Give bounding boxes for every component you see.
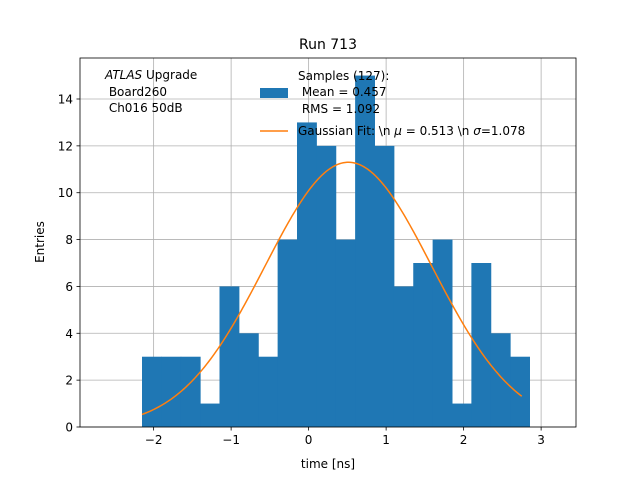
histogram-bars [142, 75, 530, 428]
histogram-bar [238, 333, 259, 427]
board-label: Board260 [105, 85, 167, 99]
histogram-bar [452, 403, 472, 427]
legend-hist-line-2: Mean = 0.457 [298, 85, 387, 99]
histogram-bar [355, 75, 375, 428]
histogram-bar [510, 356, 530, 427]
x-axis-ticks: −2 −1 0 1 2 3 [145, 427, 545, 447]
legend-hist-line-1: Samples (127): [298, 69, 389, 83]
chart-title: Run 713 [299, 37, 357, 53]
x-axis-label: time [ns] [301, 457, 355, 471]
y-tick-label: 4 [65, 327, 73, 341]
atlas-label: ATLAS [104, 68, 143, 82]
y-axis-ticks: 0 2 4 6 8 10 12 14 [58, 93, 80, 435]
histogram-bar [180, 356, 201, 427]
plot-frame [79, 57, 577, 428]
x-tick-label: 1 [382, 433, 390, 447]
histogram-bar [490, 333, 511, 427]
gaussian-fit-curve [141, 161, 523, 416]
histogram-bar [258, 356, 279, 427]
legend-fit-prefix: Gaussian Fit: \n [298, 124, 394, 138]
y-tick-label: 8 [65, 233, 73, 247]
x-tick-label: −2 [145, 433, 163, 447]
histogram-bar [413, 263, 434, 427]
histogram-bar [297, 122, 317, 427]
histogram-bar [471, 263, 492, 427]
x-tick-label: 2 [460, 433, 468, 447]
legend: Samples (127): Mean = 0.457 RMS = 1.092 … [260, 69, 525, 138]
histogram-bar [200, 403, 220, 427]
y-tick-label: 14 [58, 93, 73, 107]
histogram-bar [277, 239, 298, 427]
y-axis-label: Entries [33, 221, 47, 263]
histogram-bar [142, 356, 162, 427]
x-tick-label: 3 [537, 433, 545, 447]
histogram-bar [432, 239, 453, 427]
histogram-bar [219, 286, 240, 427]
legend-fit-label: Gaussian Fit: \n μ = 0.513 \n σ=1.078 [298, 124, 525, 138]
y-tick-label: 6 [65, 280, 73, 294]
legend-fit-sigma: σ [473, 124, 481, 138]
y-tick-label: 0 [65, 421, 73, 435]
svg-text:ATLAS Upgrade: ATLAS Upgrade [104, 68, 197, 82]
x-tick-label: −1 [222, 433, 240, 447]
legend-fit-mu-value: = 0.513 \n [402, 124, 473, 138]
y-tick-label: 2 [65, 374, 73, 388]
legend-hist-line-3: RMS = 1.092 [298, 102, 380, 116]
atlas-annotation: ATLAS Upgrade Board260 Ch016 50dB [104, 68, 197, 115]
legend-fit-sigma-value: =1.078 [481, 124, 525, 138]
upgrade-label: Upgrade [142, 68, 197, 82]
histogram-bar [161, 356, 182, 427]
y-tick-label: 12 [58, 139, 73, 153]
histogram-bar [393, 286, 414, 427]
channel-label: Ch016 50dB [105, 101, 183, 115]
histogram-bar [335, 239, 356, 427]
legend-fit-mu: μ [393, 124, 402, 138]
legend-hist-swatch [260, 88, 288, 98]
x-tick-label: 0 [305, 433, 313, 447]
histogram-bar [316, 145, 337, 427]
histogram-bar [374, 145, 395, 427]
y-tick-label: 10 [58, 186, 73, 200]
